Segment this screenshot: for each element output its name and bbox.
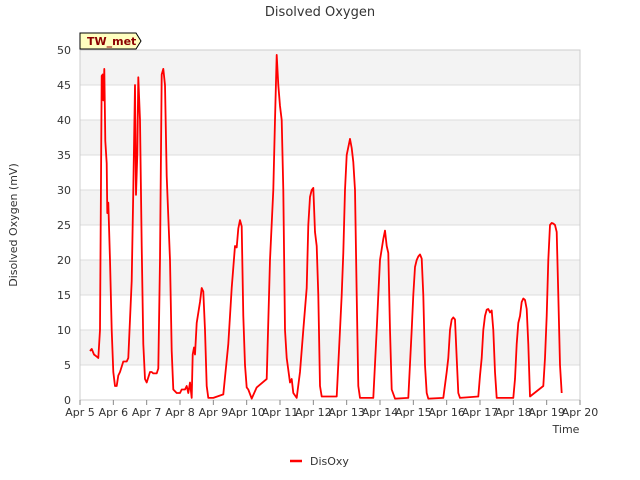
band-10-15 <box>80 295 580 330</box>
y-tick-label: 15 <box>57 289 71 302</box>
y-tick-label: 20 <box>57 254 71 267</box>
y-tick-label: 0 <box>64 394 71 407</box>
band-15-20 <box>80 260 580 295</box>
site-tag: TW_met <box>79 32 142 50</box>
band-35-40 <box>80 120 580 155</box>
x-tick-label: Apr 18 <box>495 406 532 419</box>
plot-background-bands <box>80 50 580 400</box>
x-tick-label: Apr 17 <box>462 406 499 419</box>
band-40-45 <box>80 85 580 120</box>
band-5-10 <box>80 330 580 365</box>
y-tick-label: 30 <box>57 184 71 197</box>
x-tick-label: Apr 10 <box>228 406 265 419</box>
y-tick-label: 10 <box>57 324 71 337</box>
band-30-35 <box>80 155 580 190</box>
chart-title: Disolved Oxygen <box>265 5 375 20</box>
y-tick-label: 25 <box>57 219 71 232</box>
x-tick-label: Apr 13 <box>328 406 365 419</box>
y-tick-label: 45 <box>57 79 71 92</box>
x-tick-label: Apr 5 <box>65 406 95 419</box>
x-tick-label: Apr 9 <box>199 406 229 419</box>
series-layer <box>89 54 563 400</box>
plot-frame <box>79 49 581 401</box>
site-tag-label: TW_met <box>87 35 136 48</box>
legend: DisOxy <box>290 455 349 468</box>
y-tick-label: 5 <box>64 359 71 372</box>
site-tag-box <box>79 32 142 50</box>
x-tick-label: Apr 12 <box>295 406 332 419</box>
x-tick-label: Apr 7 <box>132 406 162 419</box>
y-tick-label: 50 <box>57 44 71 57</box>
band-0-5 <box>80 365 580 400</box>
x-tick-label: Apr 14 <box>362 406 399 419</box>
y-tick-label: 40 <box>57 114 71 127</box>
band-45-50 <box>80 50 580 85</box>
y-axis-ticks: 0 5 10 15 20 25 30 35 40 45 50 <box>57 44 71 407</box>
x-tick-label: Apr 6 <box>99 406 129 419</box>
series-line-disoxy <box>89 54 563 400</box>
legend-label-disoxy: DisOxy <box>310 455 349 468</box>
x-tick-label: Apr 11 <box>262 406 299 419</box>
x-tick-label: Apr 15 <box>395 406 432 419</box>
x-tick-label: Apr 8 <box>165 406 195 419</box>
band-25-30 <box>80 190 580 225</box>
band-20-25 <box>80 225 580 260</box>
y-tick-label: 35 <box>57 149 71 162</box>
y-axis-title: Disolved Oxygen (mV) <box>7 163 20 287</box>
x-tick-label: Apr 20 <box>562 406 599 419</box>
x-tick-label: Apr 19 <box>528 406 565 419</box>
x-tick-label: Apr 16 <box>428 406 465 419</box>
x-axis-title: Time <box>552 423 580 436</box>
